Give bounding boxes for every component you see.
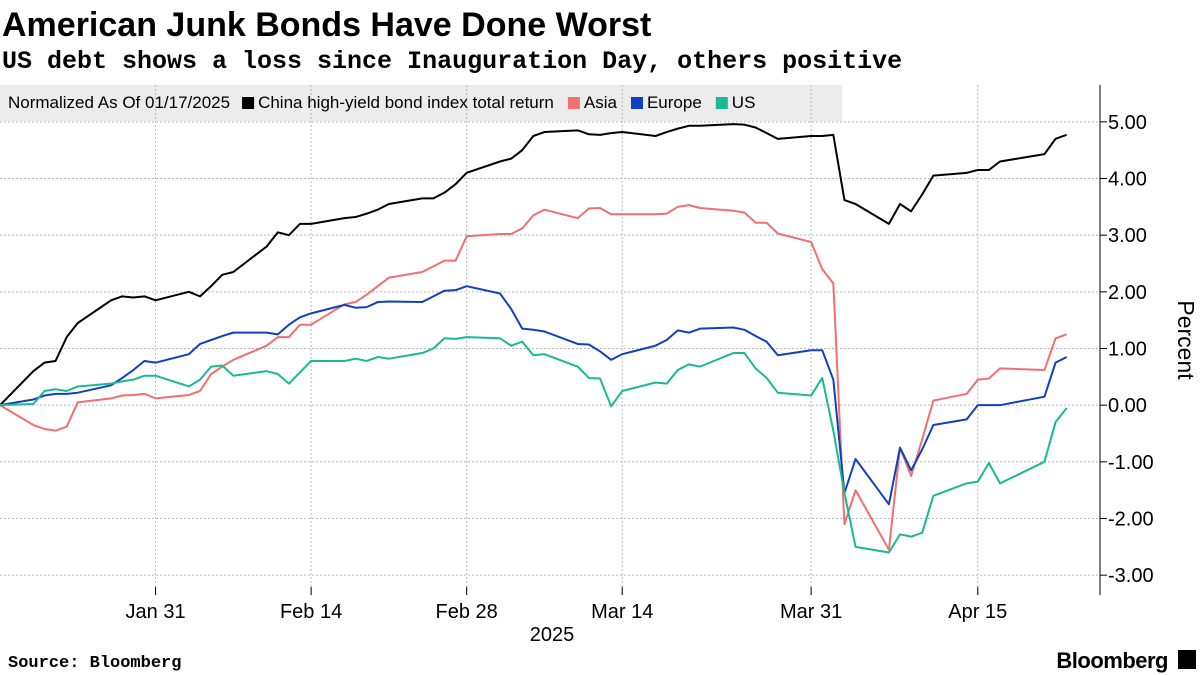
x-tick-label: Mar 14 <box>591 601 653 623</box>
y-axis-label: Percent <box>1173 300 1199 380</box>
legend-label: China high-yield bond index total return <box>258 93 554 112</box>
y-tick-label: 3.00 <box>1108 225 1147 247</box>
logo: Bloomberg <box>1056 648 1168 673</box>
y-tick-label: 2.00 <box>1108 282 1147 304</box>
y-tick-label: 5.00 <box>1108 112 1147 134</box>
legend-background <box>0 85 842 121</box>
legend-label: US <box>732 93 756 112</box>
legend-label: Europe <box>647 93 702 112</box>
legend-label: Asia <box>584 93 618 112</box>
y-tick-label: -1.00 <box>1108 452 1154 474</box>
legend-title: Normalized As Of 01/17/2025 <box>8 93 230 112</box>
series-line <box>0 204 1068 551</box>
y-tick-label: -2.00 <box>1108 509 1154 531</box>
y-tick-label: 0.00 <box>1108 395 1147 417</box>
series-line <box>0 123 1068 406</box>
series-line <box>0 285 1068 506</box>
series-line <box>0 336 1068 554</box>
x-tick-label: Apr 15 <box>948 601 1007 623</box>
chart-title: American Junk Bonds Have Done Worst <box>2 6 651 44</box>
x-axis-label: 2025 <box>530 624 575 646</box>
chart-subtitle: US debt shows a loss since Inauguration … <box>2 47 902 76</box>
y-tick-label: 4.00 <box>1108 169 1147 191</box>
y-tick-label: -3.00 <box>1108 565 1154 587</box>
legend-swatch <box>242 97 255 109</box>
y-tick-label: 1.00 <box>1108 339 1147 361</box>
legend-swatch <box>630 97 643 109</box>
x-tick-label: Jan 31 <box>126 601 186 623</box>
x-tick-label: Mar 31 <box>780 601 842 623</box>
legend-swatch <box>715 97 728 109</box>
source: Source: Bloomberg <box>8 654 181 673</box>
logo-icon <box>1178 650 1196 669</box>
legend-swatch <box>567 97 580 109</box>
x-tick-label: Feb 28 <box>436 601 498 623</box>
x-tick-label: Feb 14 <box>280 601 342 623</box>
